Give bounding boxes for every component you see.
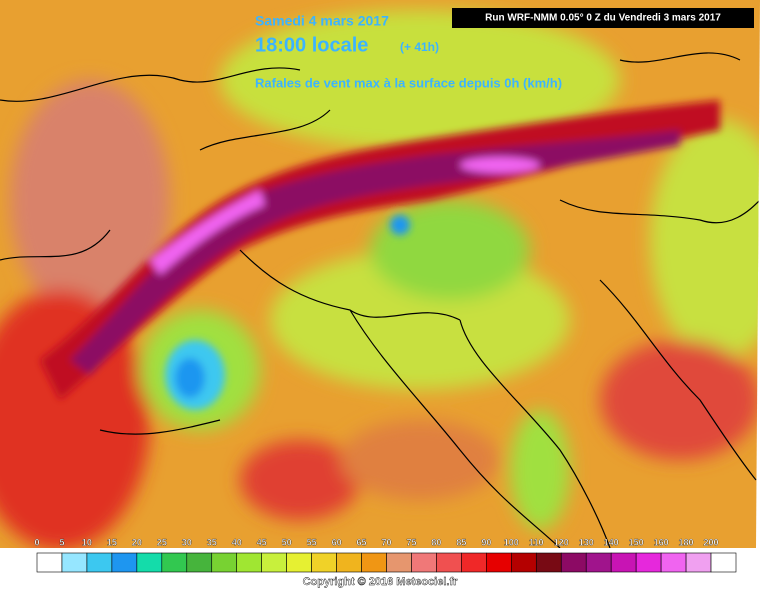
legend-swatch [560,552,587,573]
legend-label: 15 [107,537,117,547]
legend-swatch [111,552,138,573]
legend-label: 140 [604,537,619,547]
wind-field [0,0,760,548]
legend-label: 110 [529,537,544,547]
legend-swatch [710,552,737,573]
legend-label: 130 [579,537,594,547]
legend: 0 5 10 15 20 25 30 35 40 45 50 55 60 65 70 75 80 85 90 100 1… [34,537,737,573]
legend-swatch [211,552,238,573]
legend-swatch [660,552,687,573]
legend-label: 50 [282,537,292,547]
legend-label: 90 [481,537,491,547]
legend-swatch [161,552,188,573]
legend-label: 35 [207,537,217,547]
legend-swatch [36,552,63,573]
legend-label: 120 [554,537,569,547]
legend-label: 80 [431,537,441,547]
legend-swatch [86,552,113,573]
legend-label: 30 [182,537,192,547]
legend-swatch [261,552,287,573]
legend-label: 5 [59,537,64,547]
legend-swatch [361,552,387,573]
field-title: Rafales de vent max à la surface depuis … [255,75,562,90]
legend-label: 180 [679,537,694,547]
legend-swatch [411,552,437,573]
legend-swatch [186,552,213,573]
legend-swatch [386,552,412,573]
legend-label: 40 [232,537,242,547]
legend-label: 45 [257,537,267,547]
legend-swatch [635,552,662,573]
legend-label: 60 [332,537,342,547]
legend-label: 150 [629,537,644,547]
legend-swatch [486,552,512,573]
legend-label: 20 [132,537,142,547]
legend-swatch [336,552,362,573]
legend-label: 85 [456,537,466,547]
legend-swatch [685,552,712,573]
lead-time: (+ 41h) [400,40,439,54]
date: Samedi 4 mars 2017 [255,13,389,29]
run-info: Run WRF-NMM 0.05° 0 Z du Vendredi 3 mars… [485,13,721,24]
legend-swatch [585,552,612,573]
legend-swatch [610,552,637,573]
legend-label: 0 [34,537,39,547]
legend-swatch [436,552,462,573]
legend-label: 70 [381,537,391,547]
legend-swatch [61,552,88,573]
legend-swatch [461,552,487,573]
legend-swatch [535,552,562,573]
legend-label: 65 [357,537,367,547]
legend-swatch [236,552,262,573]
legend-label: 100 [504,537,519,547]
legend-swatch [511,552,537,573]
legend-label: 25 [157,537,167,547]
time: 18:00 locale [255,34,368,56]
legend-swatch [286,552,312,573]
legend-label: 75 [406,537,416,547]
run-box [452,8,754,28]
legend-swatch [311,552,337,573]
legend-label: 55 [307,537,317,547]
legend-swatch [136,552,163,573]
borders [0,52,760,548]
legend-label: 10 [82,537,92,547]
legend-label: 200 [704,537,719,547]
legend-label: 160 [654,537,669,547]
copyright: Copyright © 2016 Meteociel.fr [303,576,459,588]
